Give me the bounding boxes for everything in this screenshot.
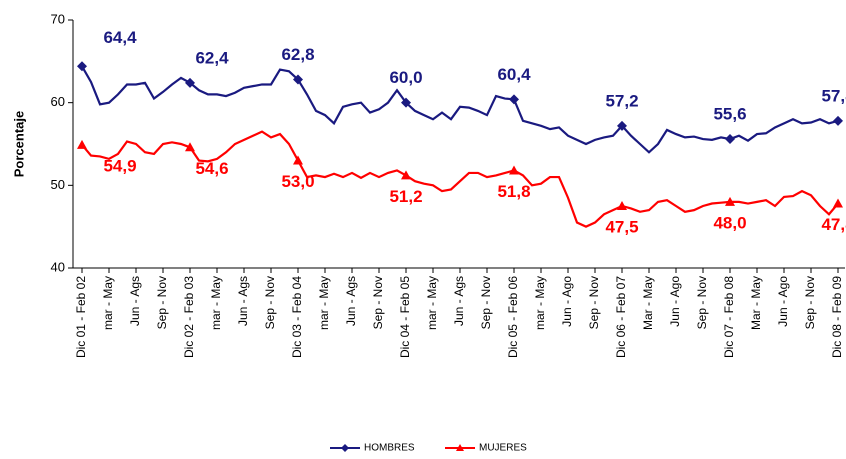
point-marker [509,94,519,105]
x-tick-label: mar - May [317,276,331,330]
point-marker [401,170,411,180]
legend-label: HOMBRES [364,443,415,454]
x-tick-label: Dic 02 - Feb 03 [182,276,196,358]
x-tick-label: mar - May [425,276,439,330]
x-tick-label: Sep - Nov [371,276,385,329]
point-marker [77,139,87,149]
data-label: 60,4 [497,65,531,84]
x-tick-label: Jun - Ags [128,276,142,326]
x-tick-label: Jun - Ago [668,276,682,327]
x-tick-label: mar - May [101,276,115,330]
y-tick-label: 40 [51,259,65,274]
x-tick-label: Dic 05 - Feb 06 [506,276,520,358]
data-label: 54,6 [195,159,228,178]
data-label: 64,4 [103,28,137,47]
x-tick-label: Sep - Nov [155,276,169,329]
point-marker [617,120,627,131]
point-marker [185,142,195,152]
series-line [81,130,839,228]
point-marker [725,196,735,206]
series-line [81,65,839,154]
x-tick-label: Dic 03 - Feb 04 [290,276,304,358]
data-label: 53,0 [281,172,314,191]
point-marker [509,165,519,175]
y-tick-label: 50 [51,177,65,192]
x-tick-label: Sep - Nov [587,276,601,329]
point-marker [293,74,303,85]
y-tick-label: 70 [51,11,65,26]
x-tick-label: Jun - Ags [452,276,466,326]
x-tick-label: Jun - Ags [344,276,358,326]
x-tick-label: Sep - Nov [263,276,277,329]
y-axis-title: Porcentaje [11,111,26,177]
x-tick-label: Mar - May [641,276,655,330]
legend-label: MUJERES [479,443,527,454]
legend-marker [456,444,464,451]
data-label: 47,5 [605,217,638,236]
data-label: 51,2 [389,187,422,206]
x-tick-label: Jun - Ags [236,276,250,326]
x-tick-label: Dic 04 - Feb 05 [398,276,412,358]
point-marker [185,77,195,88]
data-label: 55,6 [713,105,746,124]
x-tick-label: Sep - Nov [479,276,493,329]
x-tick-label: Dic 06 - Feb 07 [614,276,628,358]
x-tick-label: Jun - Ago [560,276,574,327]
x-tick-label: Jun - Ago [776,276,790,327]
data-label: 57,2 [605,91,638,110]
x-tick-label: Dic 07 - Feb 08 [722,276,736,358]
legend-marker [341,444,349,452]
point-marker [833,115,843,126]
data-label: 47,8 [821,215,846,234]
data-label: 62,4 [195,48,229,67]
data-label: 51,8 [497,182,530,201]
x-tick-label: Mar - May [749,276,763,330]
point-marker [617,201,627,210]
point-marker [293,155,303,165]
data-label: 48,0 [713,213,746,232]
point-marker [77,61,87,72]
data-label: 54,9 [103,156,136,175]
data-label: 62,8 [281,45,314,64]
x-tick-label: Sep - Nov [695,276,709,329]
x-tick-label: Sep - Nov [803,276,817,329]
point-marker [833,198,843,208]
data-label: 60,0 [389,68,422,87]
point-marker [725,134,735,145]
x-tick-label: Dic 08 - Feb 09 [830,276,844,358]
y-tick-label: 60 [51,94,65,109]
point-marker [401,97,411,108]
x-tick-label: Dic 01 - Feb 02 [74,276,88,358]
data-label: 57,8 [821,86,846,105]
x-tick-label: mar - May [209,276,223,330]
x-tick-label: mar - May [533,276,547,330]
